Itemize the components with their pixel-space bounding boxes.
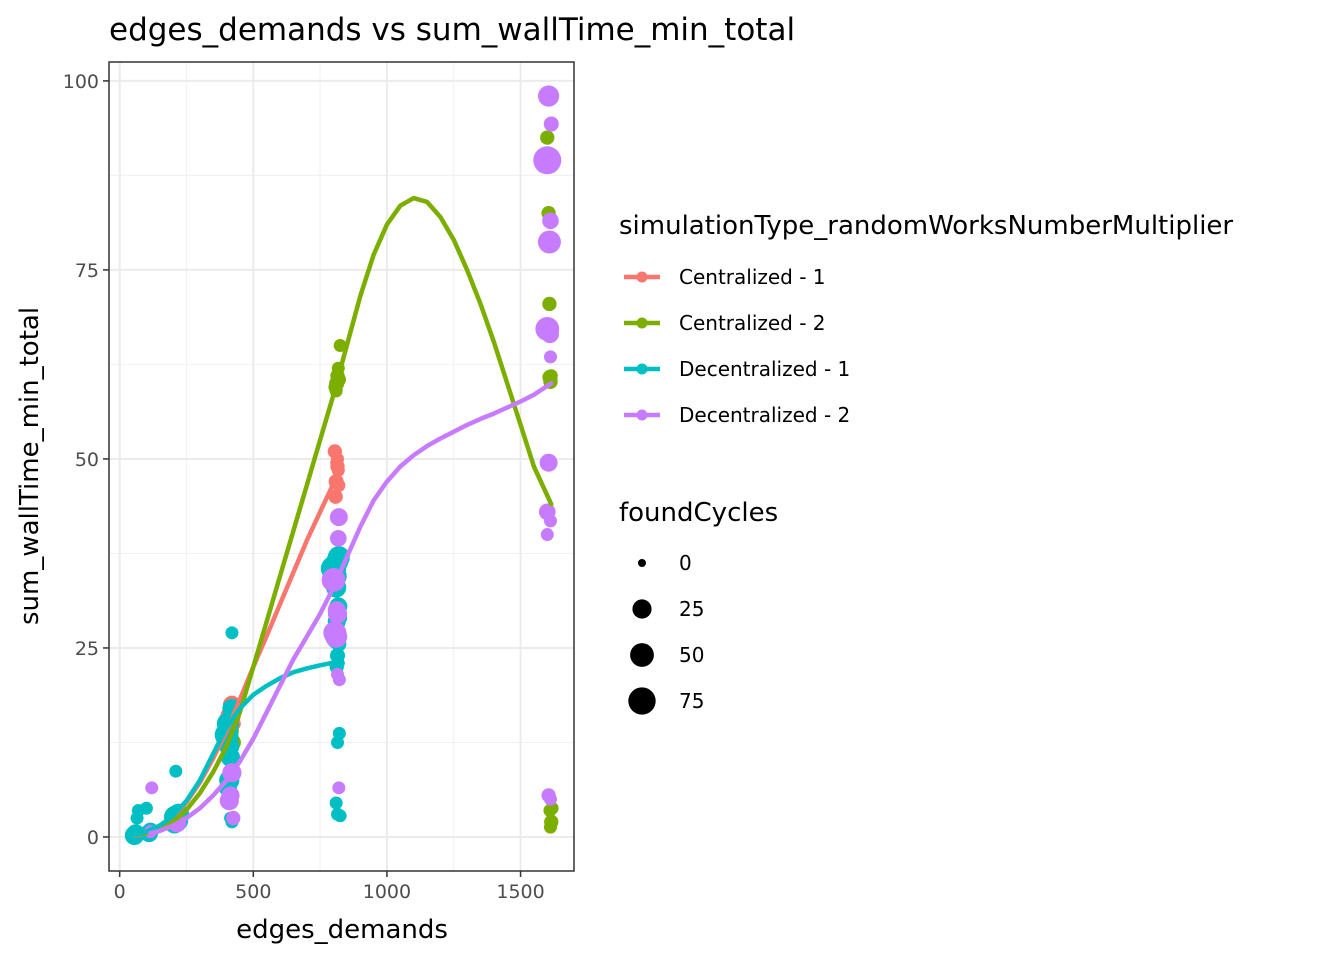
data-point <box>539 453 558 472</box>
x-tick-label: 1000 <box>363 881 411 903</box>
size-legend-dot <box>638 559 646 567</box>
x-axis: 0 500 1000 1500 <box>114 871 545 903</box>
data-point <box>328 489 343 504</box>
y-tick-label: 50 <box>75 449 99 471</box>
x-tick-label: 500 <box>235 881 271 903</box>
x-tick-label: 1500 <box>496 881 544 903</box>
data-point <box>330 667 344 681</box>
x-axis-title: edges_demands <box>236 915 448 945</box>
smooth-line <box>133 195 554 837</box>
data-point <box>543 792 557 806</box>
legend-key-dot <box>636 271 648 283</box>
x-tick-label: 0 <box>114 881 126 903</box>
data-point <box>332 726 346 740</box>
data-point <box>543 116 559 132</box>
size-legend-label: 50 <box>679 643 704 667</box>
smooth-line <box>133 659 342 837</box>
data-point <box>543 514 557 528</box>
y-tick-label: 100 <box>63 71 99 93</box>
legend-key-dot <box>636 363 648 375</box>
y-axis-title: sum_wallTime_min_total <box>15 307 45 625</box>
legend-key-dot <box>636 317 648 329</box>
size-legend: foundCycles 0 25 50 75 <box>619 498 778 715</box>
data-point <box>543 820 557 834</box>
data-point <box>333 809 347 823</box>
data-point <box>537 85 560 107</box>
legend-key-dot <box>636 409 648 421</box>
y-tick-label: 0 <box>87 827 99 849</box>
smooth-curves-layer <box>133 195 554 838</box>
y-tick-label: 75 <box>75 260 99 282</box>
data-point <box>139 801 153 815</box>
data-point <box>544 369 558 383</box>
size-legend-label: 25 <box>679 597 704 621</box>
data-point <box>537 230 561 254</box>
data-point <box>221 786 240 805</box>
chart-title: edges_demands vs sum_wallTime_min_total <box>109 12 795 48</box>
data-point <box>542 296 557 312</box>
data-point <box>540 528 554 542</box>
size-legend-dot <box>628 687 656 715</box>
data-point <box>540 325 559 344</box>
data-point <box>332 781 346 795</box>
data-point <box>533 146 562 175</box>
data-point <box>333 339 347 353</box>
data-point <box>145 781 159 795</box>
size-legend-dot <box>630 643 654 667</box>
color-legend: simulationType_randomWorksNumberMultipli… <box>619 211 1233 427</box>
legend-label: Centralized - 2 <box>679 311 826 335</box>
data-point <box>329 796 343 810</box>
data-point <box>329 508 348 527</box>
legend-label: Decentralized - 2 <box>679 403 850 427</box>
data-point <box>225 626 239 640</box>
size-legend-dot <box>632 599 652 619</box>
data-point <box>327 601 346 620</box>
size-legend-label: 0 <box>679 551 692 575</box>
data-point <box>543 350 557 364</box>
data-point <box>325 625 348 648</box>
legend-label: Decentralized - 1 <box>679 357 850 381</box>
size-legend-label: 75 <box>679 689 704 713</box>
size-legend-title: foundCycles <box>619 498 778 528</box>
color-legend-title: simulationType_randomWorksNumberMultipli… <box>619 211 1233 241</box>
data-point <box>540 130 555 145</box>
y-axis: 0 25 50 75 100 <box>63 71 109 849</box>
data-point <box>226 810 241 826</box>
data-point <box>221 747 241 768</box>
data-point <box>542 212 559 230</box>
data-point <box>169 764 183 778</box>
legend-label: Centralized - 1 <box>679 265 826 289</box>
plot-panel-border <box>108 61 575 872</box>
data-point <box>329 529 347 547</box>
y-tick-label: 25 <box>75 638 99 660</box>
data-point <box>330 456 344 470</box>
smooth-line <box>148 381 554 836</box>
